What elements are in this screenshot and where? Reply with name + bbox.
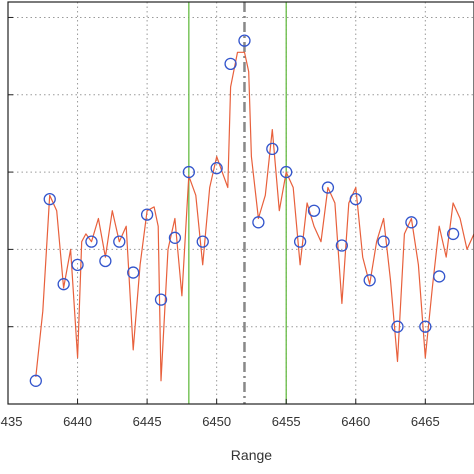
- data-point-marker: [154, 293, 168, 306]
- x-tick-label: 6445: [133, 414, 162, 429]
- data-point-marker: [349, 192, 362, 206]
- data-point-marker: [57, 278, 70, 291]
- data-point-marker: [168, 231, 182, 244]
- data-point-marker: [252, 216, 265, 229]
- data-point-marker: [238, 34, 251, 47]
- x-tick-label: 6455: [272, 414, 301, 429]
- series: [29, 34, 474, 387]
- data-point-marker: [127, 266, 140, 279]
- data-point-marker: [321, 181, 335, 194]
- x-tick-label: 6450: [202, 414, 231, 429]
- data-point-marker: [43, 192, 56, 206]
- data-point-marker: [266, 142, 279, 156]
- x-tick-label: 6465: [411, 414, 440, 429]
- data-point-marker: [182, 165, 195, 179]
- x-tick-label: 6435: [0, 414, 22, 429]
- x-tick-label: 6440: [63, 414, 92, 429]
- data-point-marker: [363, 274, 376, 287]
- data-point-marker: [210, 162, 223, 175]
- tick-labels: 6435 6440 6445 6450 6455 6460 6465: [0, 16, 440, 429]
- x-axis-title: Range: [231, 447, 272, 463]
- data-point-marker: [335, 239, 349, 252]
- data-point-marker: [377, 235, 390, 248]
- data-point-marker: [419, 320, 432, 333]
- x-tick-label: 6460: [341, 414, 370, 429]
- data-point-marker: [29, 374, 42, 387]
- data-point-marker: [280, 165, 293, 179]
- grid: [8, 2, 474, 404]
- data-point-marker: [433, 270, 446, 283]
- data-point-marker: [85, 235, 98, 248]
- data-point-marker: [71, 258, 84, 271]
- signal-line: [35, 51, 474, 382]
- plot-frame: [7, 1, 474, 405]
- data-point-marker: [99, 254, 112, 268]
- data-point-marker: [307, 204, 321, 217]
- data-point-marker: [391, 320, 404, 333]
- data-point-marker: [140, 208, 154, 221]
- data-point-marker: [113, 235, 126, 248]
- reference-lines: [188, 2, 287, 404]
- data-point-marker: [405, 216, 418, 229]
- data-point-marker: [196, 235, 209, 248]
- data-point-marker: [293, 235, 307, 248]
- data-point-marker: [224, 57, 237, 70]
- data-point-marker: [446, 227, 460, 241]
